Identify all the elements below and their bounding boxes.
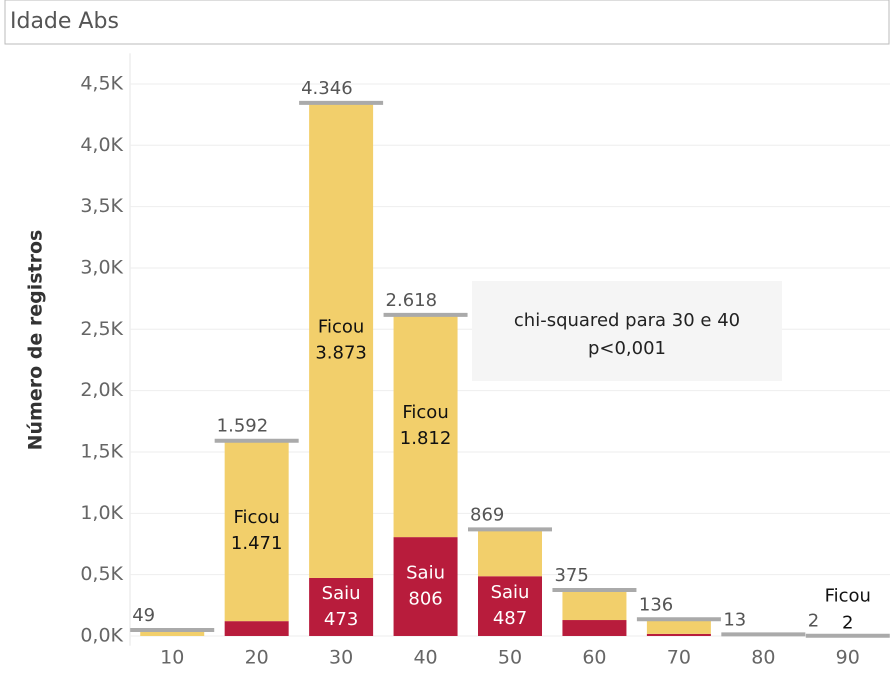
segment-name: Ficou xyxy=(825,586,871,607)
total-label: 1.592 xyxy=(217,416,269,437)
annotation-box xyxy=(472,281,782,381)
y-tick-label: 0,5K xyxy=(80,563,123,585)
y-tick-label: 1,5K xyxy=(80,440,123,462)
x-tick-label: 20 xyxy=(245,647,269,669)
title-box xyxy=(4,0,890,45)
segment-value-label: 806 xyxy=(408,589,442,610)
segment-name: Ficou xyxy=(402,402,448,423)
annotation-text: chi-squared para 30 e 40 xyxy=(514,310,740,331)
x-tick-label: 70 xyxy=(667,647,691,669)
bar-segment xyxy=(478,576,542,636)
bar-segment xyxy=(393,314,458,538)
bar-segment xyxy=(393,537,458,636)
total-label: 49 xyxy=(132,605,155,626)
y-tick-label: 4,0K xyxy=(80,134,123,156)
segment-name: Saiu xyxy=(491,582,530,603)
bar-segment xyxy=(309,102,374,578)
x-tick-label: 90 xyxy=(836,647,860,669)
x-tick-label: 10 xyxy=(160,647,184,669)
y-tick-label: 4,5K xyxy=(80,72,123,94)
y-tick-label: 2,0K xyxy=(80,379,123,401)
x-tick-label: 80 xyxy=(751,647,775,669)
x-tick-label: 50 xyxy=(498,647,522,669)
segment-value-label: 2 xyxy=(842,613,853,634)
bar-segment xyxy=(478,529,542,577)
x-tick-label: 60 xyxy=(582,647,606,669)
chart-title: Idade Abs xyxy=(10,9,119,34)
bar-segment xyxy=(140,629,205,636)
total-label: 2 xyxy=(808,611,819,632)
y-tick-label: 3,5K xyxy=(80,195,123,217)
segment-name: Ficou xyxy=(233,507,279,528)
segment-value-label: 3.873 xyxy=(315,342,367,363)
bar-segment xyxy=(224,440,289,622)
bar-segment xyxy=(562,589,627,621)
bar-segment xyxy=(562,620,627,636)
total-label: 2.618 xyxy=(386,290,438,311)
segment-value-label: 1.471 xyxy=(231,533,283,554)
x-tick-label: 30 xyxy=(329,647,353,669)
segment-name: Saiu xyxy=(322,583,361,604)
y-axis-title: Número de registros xyxy=(25,230,47,451)
segment-name: Saiu xyxy=(406,563,445,584)
total-label: 375 xyxy=(554,565,588,586)
y-tick-label: 2,5K xyxy=(80,318,123,340)
segment-value-label: 1.812 xyxy=(400,428,452,449)
bar-segment xyxy=(646,633,711,636)
x-tick-label: 40 xyxy=(413,647,437,669)
total-label: 4.346 xyxy=(301,78,353,99)
total-label: 13 xyxy=(723,609,746,630)
bar-segment xyxy=(646,619,711,634)
segment-name: Ficou xyxy=(318,316,364,337)
total-label: 136 xyxy=(639,594,673,615)
bar-segment xyxy=(309,577,374,636)
y-tick-label: 1,0K xyxy=(80,502,123,524)
segment-value-label: 487 xyxy=(493,608,527,629)
bar-segment xyxy=(224,621,289,636)
y-tick-label: 0,0K xyxy=(80,624,123,646)
y-tick-label: 3,0K xyxy=(80,256,123,278)
segment-value-label: 473 xyxy=(324,609,358,630)
annotation-text: p<0,001 xyxy=(588,338,666,359)
total-label: 869 xyxy=(470,504,504,525)
